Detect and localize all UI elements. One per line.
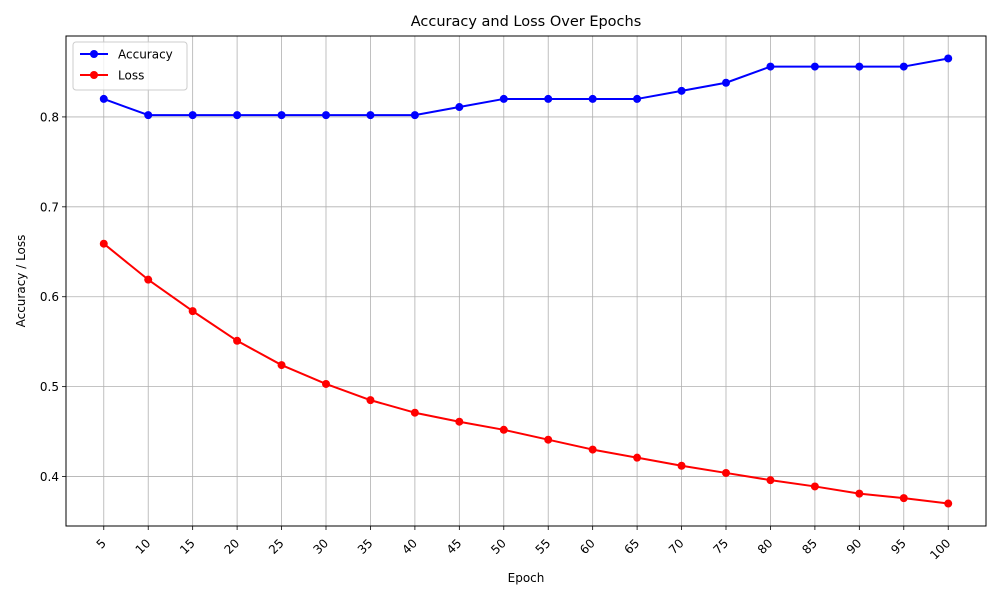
y-tick-label: 0.4 bbox=[40, 470, 59, 484]
accuracy-point bbox=[544, 94, 553, 103]
loss-point bbox=[855, 489, 864, 498]
loss-point bbox=[99, 239, 108, 248]
accuracy-point bbox=[233, 111, 242, 120]
accuracy-point bbox=[277, 111, 286, 120]
legend-item-loss: Loss bbox=[80, 69, 144, 83]
loss-point bbox=[899, 494, 908, 503]
series-loss bbox=[99, 239, 953, 508]
accuracy-point bbox=[899, 62, 908, 71]
loss-point bbox=[322, 379, 330, 388]
accuracy-point bbox=[410, 111, 419, 120]
y-tick-label: 0.6 bbox=[40, 290, 59, 304]
y-axis-ticks: 0.4 0.5 0.6 0.7 0.8 bbox=[40, 110, 66, 484]
loss-point bbox=[588, 445, 597, 454]
loss-point bbox=[633, 453, 642, 462]
accuracy-point bbox=[633, 94, 642, 103]
accuracy-point bbox=[322, 111, 330, 120]
chart-title: Accuracy and Loss Over Epochs bbox=[411, 14, 642, 30]
loss-point bbox=[188, 307, 197, 316]
accuracy-point bbox=[588, 94, 597, 103]
loss-point bbox=[544, 435, 553, 444]
loss-point bbox=[277, 361, 286, 370]
accuracy-point bbox=[855, 62, 864, 71]
accuracy-point bbox=[722, 78, 730, 87]
legend-swatch-marker bbox=[90, 50, 98, 58]
accuracy-line bbox=[103, 57, 949, 117]
accuracy-point bbox=[455, 103, 464, 112]
accuracy-point bbox=[766, 62, 775, 71]
series-accuracy bbox=[99, 54, 953, 120]
loss-point bbox=[810, 482, 819, 491]
y-tick-label: 0.8 bbox=[40, 110, 59, 124]
accuracy-point bbox=[810, 62, 819, 71]
loss-point bbox=[766, 476, 775, 485]
accuracy-point bbox=[99, 94, 108, 103]
loss-point bbox=[722, 468, 730, 477]
loss-line bbox=[103, 242, 949, 505]
plot-frame bbox=[65, 35, 987, 527]
accuracy-point bbox=[944, 54, 953, 63]
loss-point bbox=[455, 417, 464, 426]
legend-label: Loss bbox=[118, 69, 144, 83]
accuracy-point bbox=[499, 94, 508, 103]
legend-swatch-marker bbox=[90, 71, 98, 79]
loss-point bbox=[233, 336, 242, 345]
legend: Accuracy Loss bbox=[72, 41, 188, 91]
loss-point bbox=[144, 275, 153, 284]
y-axis-label: Accuracy / Loss bbox=[14, 235, 28, 328]
loss-point bbox=[944, 499, 953, 508]
accuracy-point bbox=[188, 111, 197, 120]
y-tick-label: 0.7 bbox=[40, 200, 59, 214]
series-group bbox=[99, 54, 953, 508]
accuracy-point bbox=[366, 111, 375, 120]
accuracy-point bbox=[677, 86, 686, 95]
loss-point bbox=[366, 396, 375, 405]
x-axis-label: Epoch bbox=[508, 571, 545, 585]
legend-item-accuracy: Accuracy bbox=[80, 48, 173, 62]
loss-point bbox=[677, 461, 686, 470]
y-tick-label: 0.5 bbox=[40, 380, 59, 394]
loss-point bbox=[499, 425, 508, 434]
loss-point bbox=[410, 408, 419, 417]
legend-label: Accuracy bbox=[118, 48, 173, 62]
accuracy-point bbox=[144, 111, 153, 120]
